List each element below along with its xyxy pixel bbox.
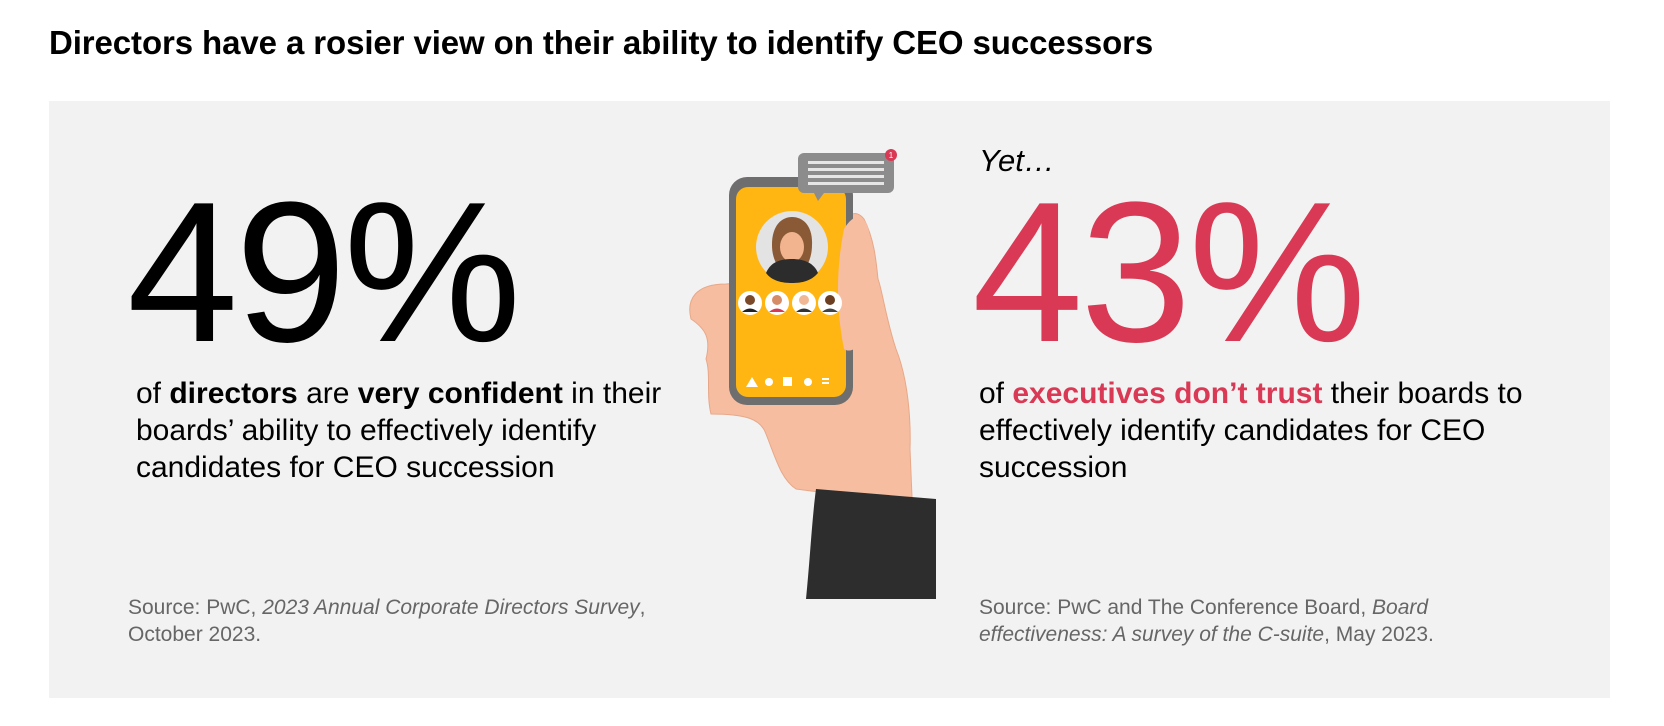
directors-source: Source: PwC, 2023 Annual Corporate Direc… <box>128 594 688 648</box>
executives-description: of executives don’t trust their boards t… <box>979 375 1539 486</box>
source-title: Board effectiveness: A survey of the C-s… <box>979 596 1429 646</box>
desc-highlight: executives don’t trust <box>1012 377 1323 410</box>
desc-bold-directors: directors <box>169 377 298 410</box>
source-suffix: , October 2023. <box>128 596 646 646</box>
desc-text: their boards to effectively identify can… <box>979 377 1523 484</box>
source-suffix: , May 2023. <box>1324 623 1434 646</box>
page-title: Directors have a rosier view on their ab… <box>49 24 1154 61</box>
sleeve <box>806 489 936 599</box>
edit-icon <box>783 377 792 386</box>
directors-description: of directors are very confident in their… <box>136 375 696 486</box>
menu-icon <box>822 378 829 380</box>
desc-text: of <box>979 377 1013 410</box>
team-avatars <box>738 291 842 315</box>
desc-text: are <box>297 377 358 410</box>
phone-nav-icons <box>746 377 829 387</box>
desc-text: of <box>136 377 170 410</box>
notification-count: 1 <box>889 151 894 160</box>
desc-text: in their boards’ ability to effectively … <box>136 377 662 484</box>
executives-source: Source: PwC and The Conference Board, Bo… <box>979 594 1499 648</box>
yet-label: Yet… <box>979 143 1055 178</box>
source-prefix: Source: PwC, <box>128 596 263 619</box>
phone-in-hand-illustration: 1 <box>689 149 936 599</box>
source-prefix: Source: PwC and The Conference Board, <box>979 596 1373 619</box>
source-title: 2023 Annual Corporate Directors Survey <box>262 596 640 619</box>
triangle-icon <box>746 377 758 387</box>
dot-icon <box>804 378 812 386</box>
hand-thumb <box>838 216 874 351</box>
link-icon <box>765 378 773 386</box>
notification-bubble <box>798 153 894 193</box>
executives-stat: 43% <box>972 161 1366 384</box>
directors-stat: 49% <box>127 161 521 384</box>
desc-bold-confident: very confident <box>357 377 563 410</box>
stats-panel: 49% of directors are very confident in t… <box>49 101 1610 698</box>
notification-badge <box>885 149 897 161</box>
